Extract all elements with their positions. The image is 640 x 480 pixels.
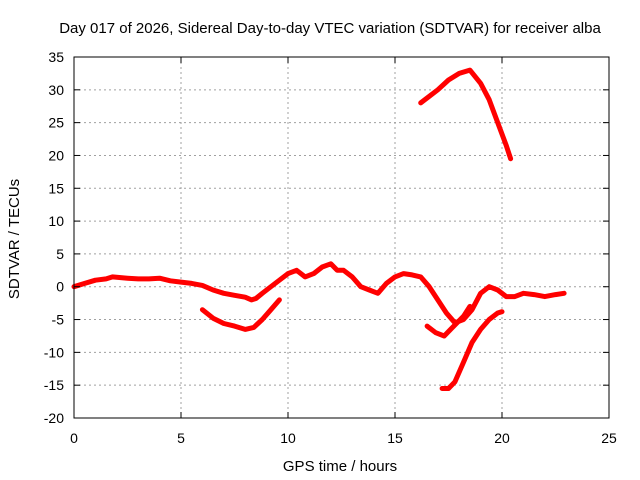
y-tick-label: 5 (56, 246, 64, 262)
y-tick-label: 15 (48, 180, 64, 196)
x-tick-label: 5 (177, 430, 185, 446)
series-layer (71, 67, 567, 391)
y-tick-label: 20 (48, 147, 64, 163)
y-tick-label: 25 (48, 115, 64, 131)
y-tick-label: -5 (52, 312, 65, 328)
series-v-segment (424, 303, 473, 339)
x-tick-label: 0 (70, 430, 78, 446)
chart-title: Day 017 of 2026, Sidereal Day-to-day VTE… (59, 20, 601, 37)
series-upper-arc (418, 67, 514, 162)
series-deep-segment (439, 309, 505, 391)
x-axis-label: GPS time / hours (283, 458, 397, 475)
x-tick-label: 15 (387, 430, 403, 446)
x-tick-label: 20 (494, 430, 510, 446)
y-axis-label: SDTVAR / TECUs (6, 179, 23, 299)
y-tick-label: -20 (44, 410, 64, 426)
series-main-trace (71, 261, 567, 326)
x-tick-label: 25 (601, 430, 617, 446)
y-tick-label: -10 (44, 344, 64, 360)
x-tick-label: 10 (280, 430, 296, 446)
y-tick-label: -15 (44, 377, 64, 393)
plot-frame (73, 56, 610, 419)
y-tick-label: 0 (56, 279, 64, 295)
series-dip-segment (199, 297, 282, 332)
grid-layer (74, 57, 609, 418)
y-tick-label: 30 (48, 82, 64, 98)
y-tick-label: 10 (48, 213, 64, 229)
tick-layer: 0 5 10 15 20 25 -20 -15 -10 -5 0 5 10 15 20 25 30 35 (44, 49, 617, 446)
y-tick-label: 35 (48, 49, 64, 65)
